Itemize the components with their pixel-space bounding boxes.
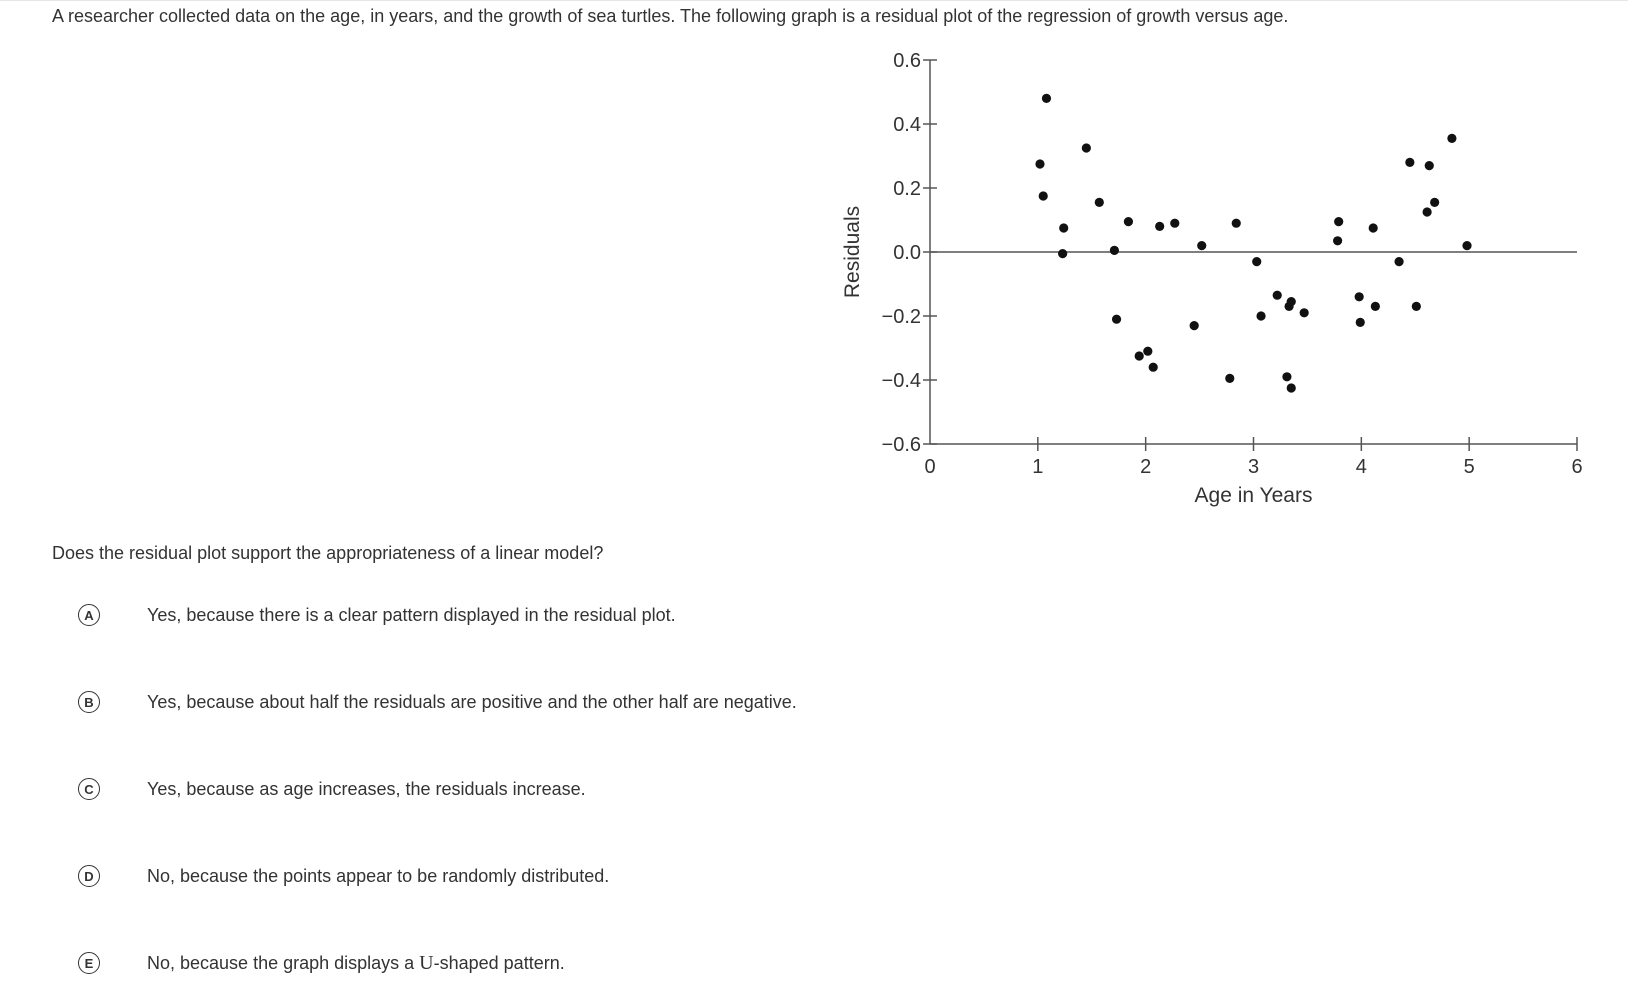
choice-e-text: No, because the graph displays a U-shape… (147, 952, 565, 974)
y-axis-label: Residuals (841, 206, 864, 298)
x-tick-label: 1 (1032, 456, 1043, 478)
data-point (1038, 191, 1048, 201)
top-divider (0, 0, 1628, 1)
data-point (1058, 249, 1068, 259)
x-tick-label: 0 (924, 456, 935, 478)
choice-d[interactable]: D No, because the points appear to be ra… (78, 861, 609, 891)
data-point (1272, 290, 1282, 300)
data-point (1333, 236, 1343, 246)
y-tick-label: 0.4 (893, 114, 921, 136)
data-point (1041, 93, 1052, 103)
x-tick-label: 6 (1571, 456, 1582, 478)
x-tick-label: 4 (1356, 456, 1367, 478)
data-point (1252, 257, 1262, 267)
data-point (1422, 207, 1432, 217)
residual-plot: 0.6 0.4 0.2 0.0 −0.2 −0.4 −0.60 1 2 3 4 5 6 Age in Ye… (841, 50, 1583, 507)
data-point (1355, 317, 1365, 327)
y-tick-label: 0.2 (893, 178, 921, 200)
x-axis-label: Age in Years (1195, 484, 1313, 507)
choice-d-text: No, because the points appear to be rand… (147, 866, 610, 886)
data-point (1170, 218, 1180, 228)
choice-c[interactable]: C Yes, because as age increases, the res… (78, 774, 586, 804)
intro-text: A researcher collected data on the age, … (52, 6, 1289, 26)
choice-a-letter: A (78, 604, 100, 626)
data-point (1368, 223, 1378, 233)
data-point (1354, 292, 1364, 302)
choice-b[interactable]: B Yes, because about half the residuals … (78, 687, 797, 717)
choice-d-letter: D (78, 865, 100, 887)
y-tick-label: −0.2 (882, 306, 921, 328)
choice-b-letter: B (78, 691, 100, 713)
data-point (1155, 221, 1165, 231)
y-tick-label: 0.6 (893, 50, 921, 72)
data-point (1286, 383, 1296, 393)
data-point (1094, 197, 1104, 207)
data-point (1405, 157, 1415, 167)
data-point (1197, 241, 1207, 251)
x-tick-label: 5 (1464, 456, 1475, 478)
choice-a-text: Yes, because there is a clear pattern di… (147, 605, 676, 625)
choice-b-text: Yes, because about half the residuals ar… (147, 692, 797, 712)
data-point (1299, 308, 1309, 318)
data-point (1256, 311, 1266, 321)
data-point (1430, 197, 1440, 207)
choice-e[interactable]: E No, because the graph displays a U-sha… (78, 948, 565, 978)
choice-e-u-letter: U (419, 952, 434, 974)
data-point (1225, 373, 1235, 383)
x-tick-label: 3 (1248, 456, 1259, 478)
answer-choices: A Yes, because there is a clear pattern … (78, 600, 797, 978)
data-point (1394, 257, 1404, 267)
data-point (1286, 297, 1296, 307)
data-point (1282, 372, 1292, 382)
choice-a[interactable]: A Yes, because there is a clear pattern … (78, 600, 676, 630)
y-tick-label: −0.4 (882, 370, 921, 392)
data-point (1334, 217, 1344, 227)
choice-e-text-end: -shaped pattern. (433, 953, 565, 973)
data-point (1231, 218, 1241, 228)
data-point (1123, 217, 1134, 227)
choice-c-text: Yes, because as age increases, the resid… (147, 779, 586, 799)
data-point (1411, 301, 1421, 311)
data-point (1424, 161, 1434, 171)
data-point (1370, 301, 1380, 311)
data-point (1109, 245, 1119, 255)
choice-e-letter: E (78, 952, 100, 974)
data-point (1447, 133, 1457, 143)
data-point (1035, 159, 1045, 169)
choice-c-letter: C (78, 778, 100, 800)
y-tick-label: 0.0 (893, 242, 921, 264)
data-point (1143, 346, 1153, 356)
data-point (1189, 321, 1199, 331)
data-point (1134, 351, 1144, 361)
data-point (1059, 223, 1069, 233)
data-point (1111, 314, 1122, 324)
question-text: Does the residual plot support the appro… (52, 543, 604, 563)
choice-e-text-start: No, because the graph displays a (147, 953, 420, 973)
x-tick-label: 2 (1140, 456, 1151, 478)
data-point (1462, 241, 1472, 251)
y-tick-label: −0.6 (882, 434, 921, 456)
data-point (1148, 362, 1158, 372)
data-point (1081, 143, 1091, 153)
